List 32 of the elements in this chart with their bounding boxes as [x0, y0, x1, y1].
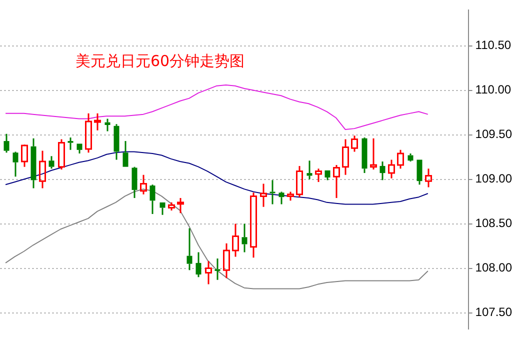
candlestick	[68, 136, 74, 151]
candlestick	[150, 184, 156, 215]
candlestick	[12, 150, 18, 178]
candlestick	[30, 138, 36, 189]
candlestick	[278, 191, 284, 205]
candlestick	[196, 252, 202, 278]
y-tick-label: 108.00	[475, 260, 512, 275]
y-tick-label: 110.00	[475, 82, 512, 97]
candlestick	[76, 144, 82, 154]
y-tick-label: 109.50	[475, 127, 512, 142]
candlestick	[160, 202, 166, 216]
candlestick	[4, 133, 10, 154]
y-tick-label: 110.50	[475, 38, 512, 52]
candlestick	[270, 179, 276, 205]
y-tick-label: 109.00	[475, 172, 512, 186]
y-tick-label: 108.50	[475, 216, 512, 230]
candlestick	[380, 160, 386, 181]
candlestick	[122, 140, 128, 167]
text: 美元兑日元60分钟走势图	[76, 52, 245, 70]
candlestick	[416, 160, 422, 186]
y-tick-label: 107.50	[475, 305, 512, 320]
candlestick	[362, 136, 368, 174]
candlestick	[186, 227, 192, 271]
candlestick	[114, 123, 120, 160]
candlestick	[214, 258, 220, 281]
candlestick	[132, 166, 138, 199]
candlestick	[104, 118, 110, 132]
candlestick	[306, 160, 312, 180]
candlestick	[408, 152, 414, 162]
candlestick	[242, 223, 248, 254]
candlestick	[48, 155, 54, 170]
candlestick	[324, 170, 330, 181]
